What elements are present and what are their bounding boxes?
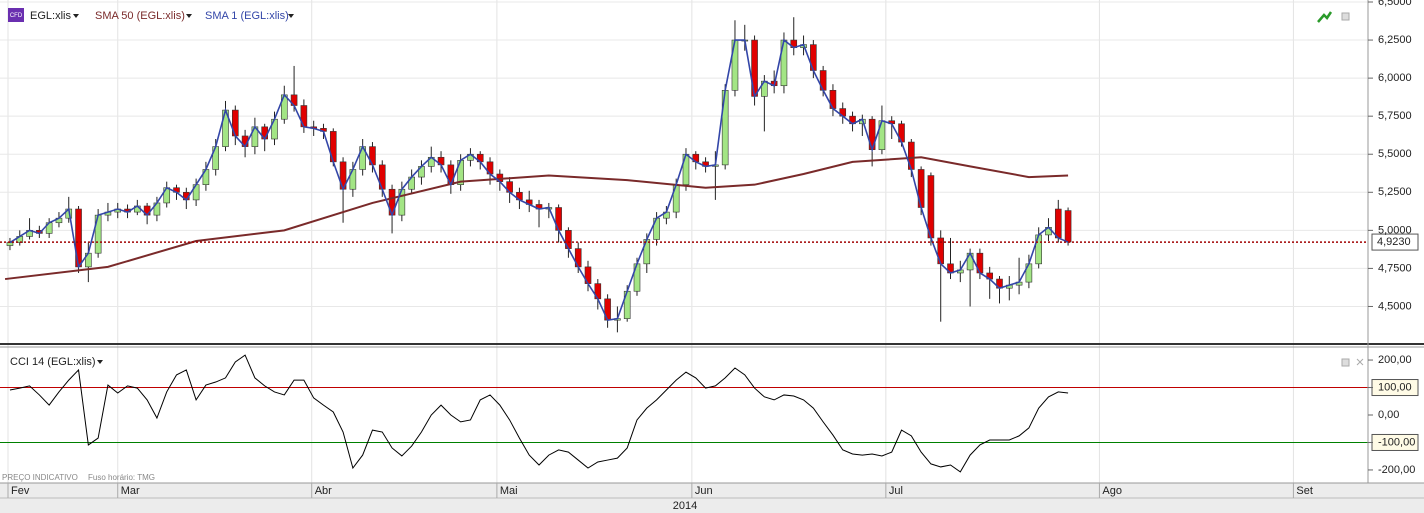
y-tick-label: 6,0000 (1378, 72, 1412, 84)
symbol-icon (8, 8, 24, 22)
x-tick-label: Mai (500, 485, 518, 497)
y-tick-label: 6,5000 (1378, 0, 1412, 8)
indicator-label[interactable]: CCI 14 (EGL:xlis) (10, 356, 96, 368)
legend-entry[interactable]: SMA 50 (EGL:xlis) (95, 10, 185, 22)
candle-body (1054, 208, 1062, 239)
last-price-label: 4,9230 (1377, 236, 1411, 248)
dropdown[interactable] (97, 360, 103, 364)
candle-body (927, 175, 935, 239)
y-tick-label: 6,2500 (1378, 34, 1412, 46)
candle-body (1064, 210, 1072, 243)
dropdown[interactable] (73, 14, 79, 18)
legend-entry[interactable]: SMA 1 (EGL:xlis) (205, 10, 289, 22)
y-tick-label: 100,00 (1378, 381, 1412, 393)
y-tick-label: 0,00 (1378, 409, 1399, 421)
icon-text: CFD (10, 13, 23, 19)
y-tick-label: 5,7500 (1378, 110, 1412, 122)
x-tick-label: Abr (315, 485, 332, 497)
x-axis-title: 2014 (673, 500, 697, 512)
x-tick-label: Jul (889, 485, 903, 497)
y-tick-label: 4,7500 (1378, 262, 1412, 274)
y-tick-label: -200,00 (1378, 464, 1415, 476)
timezone: Fuso horário: TMG (88, 473, 155, 482)
y-tick-label: 200,00 (1378, 354, 1412, 366)
x-tick-label: Fev (11, 485, 30, 497)
dropdown[interactable] (186, 14, 192, 18)
symbol-label[interactable]: EGL:xlis (30, 10, 71, 22)
x-tick-label: Mar (121, 485, 140, 497)
y-tick-label: 4,5000 (1378, 300, 1412, 312)
marks (0, 17, 1368, 473)
note: PREÇO INDICATIVO (2, 473, 78, 482)
y-tick-label: 5,0000 (1378, 224, 1412, 236)
x-tick-label: Jun (695, 485, 713, 497)
window-icon[interactable] (1341, 358, 1350, 367)
chart-type-icon[interactable] (1317, 11, 1333, 23)
y-tick-label: -100,00 (1378, 436, 1415, 448)
x-tick-label: Set (1296, 485, 1313, 497)
cci-line (9, 354, 1069, 473)
window-icon[interactable] (1341, 12, 1350, 21)
candle-body (6, 242, 14, 246)
last-price-box (1371, 233, 1419, 251)
sma-line (9, 38, 1069, 322)
y-tick-label: 5,2500 (1378, 186, 1412, 198)
dropdown[interactable] (288, 14, 294, 18)
sma-line (4, 156, 1069, 281)
y-tick-label: 5,5000 (1378, 148, 1412, 160)
x-tick-label: Ago (1102, 485, 1122, 497)
close-icon[interactable] (1356, 358, 1364, 366)
